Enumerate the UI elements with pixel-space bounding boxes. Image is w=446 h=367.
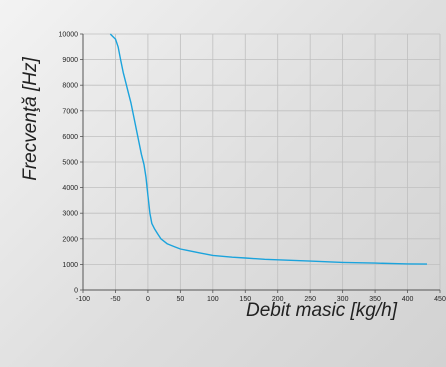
x-tick-label: 400 <box>402 296 414 303</box>
y-tick-label: 5000 <box>62 160 78 167</box>
y-tick-label: 0 <box>74 288 78 295</box>
y-tick-label: 6000 <box>62 134 78 141</box>
x-tick-label: -50 <box>110 296 120 303</box>
x-tick-label: 450 <box>434 296 446 303</box>
y-tick-label: 1000 <box>62 262 78 269</box>
x-tick-label: 300 <box>337 296 349 303</box>
x-tick-label: -100 <box>76 296 90 303</box>
x-tick-label: 250 <box>304 296 316 303</box>
y-tick-label: 2000 <box>62 236 78 243</box>
y-tick-label: 4000 <box>62 185 78 192</box>
y-tick-label: 10000 <box>59 32 79 39</box>
x-tick-label: 350 <box>369 296 381 303</box>
y-tick-label: 9000 <box>62 57 78 64</box>
series-line <box>109 33 428 265</box>
x-axis-label: Debit masic [kg/h] <box>246 300 397 321</box>
x-tick-label: 200 <box>272 296 284 303</box>
x-tick-label: 100 <box>207 296 219 303</box>
y-tick-label: 3000 <box>62 211 78 218</box>
x-tick-label: 150 <box>239 296 251 303</box>
y-tick-label: 8000 <box>62 83 78 90</box>
y-tick-label: 7000 <box>62 108 78 115</box>
x-tick-label: 50 <box>176 296 184 303</box>
y-axis-label: Frecvenţă [Hz] <box>20 57 41 181</box>
x-tick-label: 0 <box>146 296 150 303</box>
